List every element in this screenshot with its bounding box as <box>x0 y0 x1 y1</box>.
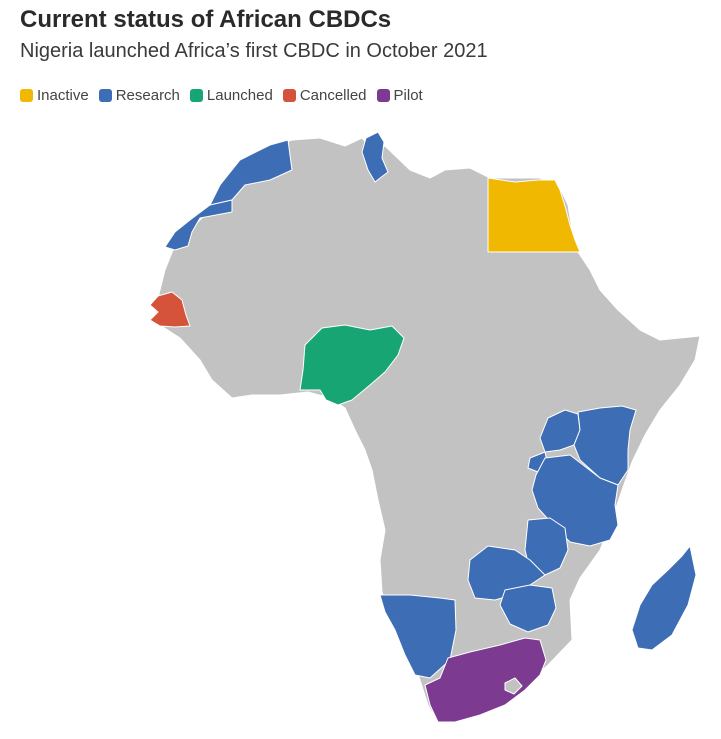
legend-swatch-pilot <box>376 89 390 102</box>
country-Namibia <box>379 594 457 679</box>
country-South-Africa <box>424 637 547 723</box>
legend-swatch-launched <box>189 89 203 102</box>
country-Zimbabwe <box>499 584 557 633</box>
country-Madagascar <box>631 545 697 651</box>
legend-label-launched: Launched <box>206 87 273 104</box>
legend-item-cancelled: Cancelled <box>282 87 367 104</box>
country-Lesotho <box>504 677 523 695</box>
legend-item-research: Research <box>98 87 180 104</box>
africa-landmass <box>154 137 701 723</box>
country-Nigeria <box>299 324 405 406</box>
country-Morocco <box>209 139 293 206</box>
legend: Inactive Research Launched Cancelled Pil… <box>20 87 423 104</box>
legend-item-launched: Launched <box>189 87 273 104</box>
chart-subtitle: Nigeria launched Africa’s first CBDC in … <box>20 40 488 62</box>
country-Western-Sahara <box>164 199 233 251</box>
legend-item-pilot: Pilot <box>376 87 423 104</box>
legend-swatch-cancelled <box>282 89 296 102</box>
country-Senegal <box>149 291 191 328</box>
legend-label-pilot: Pilot <box>393 87 423 104</box>
chart-title: Current status of African CBDCs <box>20 6 392 33</box>
africa-map <box>149 131 701 723</box>
country-Kenya <box>573 405 637 486</box>
legend-swatch-research <box>98 89 112 102</box>
legend-label-inactive: Inactive <box>37 87 89 104</box>
legend-label-research: Research <box>115 87 180 104</box>
legend-item-inactive: Inactive <box>20 87 89 104</box>
country-Egypt <box>487 177 581 253</box>
country-Tunisia <box>361 131 389 183</box>
legend-swatch-inactive <box>20 89 33 102</box>
country-Malawi <box>524 517 569 576</box>
legend-label-cancelled: Cancelled <box>299 87 367 104</box>
